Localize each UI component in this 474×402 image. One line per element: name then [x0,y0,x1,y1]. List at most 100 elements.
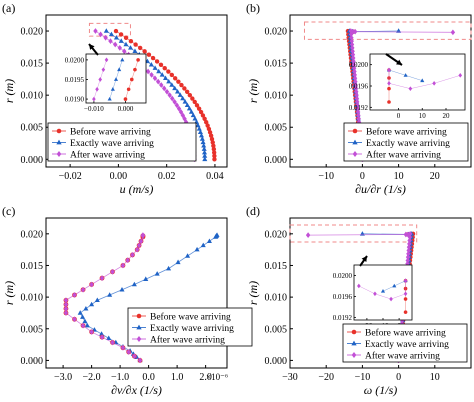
inset-point-exactly [380,288,386,293]
data-point-before [196,106,202,111]
data-point-before [150,55,156,61]
y-tick-label: 0.015 [265,59,288,70]
y-tick-label: 0.020 [21,229,44,240]
data-point-before [192,99,197,105]
inset-x-tick-label: 0.000 [118,105,134,113]
data-point-before [118,32,124,37]
legend-label-before: Before wave arriving [70,127,151,138]
data-point-after [98,31,103,38]
legend-frame [127,307,253,347]
data-point-before [146,52,152,57]
x-tick-label: 10 [430,372,440,383]
y-tick-label: 0.005 [21,324,44,335]
y-tick-label: 0.000 [265,155,288,166]
data-point-after [351,55,356,61]
data-point-after [122,48,127,55]
inset-point-before [126,87,131,92]
data-point-exactly [82,318,88,324]
plot-frame [289,14,472,168]
data-point-after [354,88,359,95]
data-point-exactly [186,105,192,111]
data-point-after [405,257,410,264]
data-point-before [206,126,212,132]
data-point-after [406,250,411,257]
legend-label-before: Before wave arriving [150,312,231,323]
data-point-exactly [196,126,202,131]
data-point-exactly [166,265,172,271]
data-point-after [155,78,161,85]
data-point-before [208,133,214,138]
panel-a: −0.02 0.00 0.02 0.04 0.000 0.005 0.010 0.015 0.0… [2,1,228,196]
data-point-after [355,105,361,112]
legend-marker-exactly [136,324,142,330]
data-point-before [154,59,160,64]
data-point-before [211,150,217,155]
inset-x-tick-label: 0 [397,112,401,120]
data-point-exactly [192,116,198,121]
x-axis-label: ∂u/∂r (1/s) [355,182,406,196]
data-point-before [176,79,181,84]
data-point-exactly [182,99,188,104]
data-point-before [210,140,215,145]
data-point-exactly [201,149,208,155]
data-point-before [162,65,167,71]
y-tick-label: 0.000 [21,155,44,166]
data-point-after [137,357,143,364]
data-point-exactly [154,271,160,276]
legend-label-exactly: Exactly wave arriving [70,139,154,149]
data-point-exactly [177,92,183,97]
legend-label-exactly: Exactly wave arriving [366,139,450,149]
x-axis-label: ∂v/∂x (1/s) [111,383,162,397]
data-point-after [164,88,170,95]
data-point-before [123,35,129,40]
inset-point-after [408,86,413,92]
data-point-before [184,89,190,94]
x-tick-label: 10 [394,171,404,182]
panel-label: (a) [2,1,15,15]
highlight-box [303,21,472,40]
data-point-exactly [132,48,138,54]
data-point-after [352,72,357,78]
data-point-exactly [201,143,207,148]
inset-point-after [104,57,109,63]
data-point-before [179,82,184,88]
data-point-exactly [143,276,149,281]
data-point-before [211,146,217,152]
inset-plot: 0 10 20 0.0192 0.0196 0.0200 [349,53,466,120]
inset-point-after [387,67,391,73]
data-point-after [356,112,361,119]
data-point-after [350,48,355,55]
inset-y-tick-label: 0.0190 [65,96,85,104]
data-point-after [152,75,158,82]
data-point-exactly [200,242,206,248]
data-point-exactly [113,35,119,40]
inset-y-tick-label: 0.0192 [333,314,353,322]
data-point-exactly [194,246,200,252]
data-point-before [166,69,171,74]
data-point-after [167,92,172,99]
data-point-exactly [108,31,114,37]
data-point-exactly [184,102,190,108]
data-point-after [403,231,409,238]
y-tick-label: 0.015 [265,261,288,272]
data-point-before [212,157,217,162]
data-point-after [354,92,359,99]
data-point-exactly [103,28,109,33]
data-point-after [350,45,355,51]
data-point-after [99,275,105,281]
data-point-after [350,51,356,58]
data-point-before [128,38,134,44]
data-point-exactly [123,41,129,47]
legend-marker-before [56,128,62,134]
data-point-exactly [185,253,191,258]
data-point-after [353,82,358,88]
y-tick-label: 0.005 [265,123,288,134]
inset-point-before [403,310,408,314]
data-point-exactly [201,146,207,151]
data-point-after [354,99,360,105]
data-point-after [110,339,115,346]
legend-marker-before [351,329,357,335]
x-tick-label: 0.04 [206,171,224,182]
